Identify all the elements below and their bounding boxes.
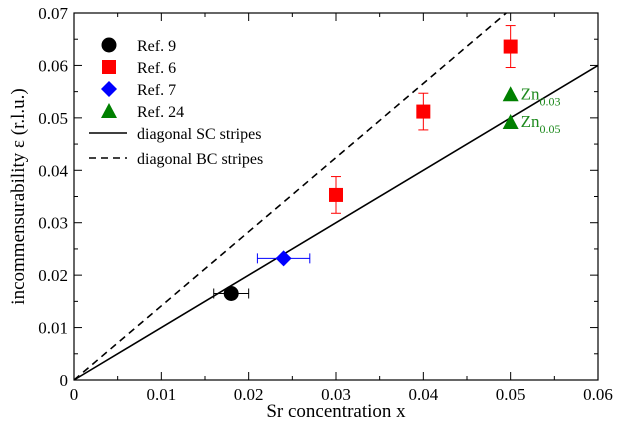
data-point bbox=[502, 86, 519, 102]
x-tick-label: 0.04 bbox=[408, 385, 438, 404]
legend-label: Ref. 9 bbox=[137, 38, 176, 55]
y-axis-label: incommensurability ε (r.l.u.) bbox=[8, 88, 29, 304]
y-tick-label: 0.05 bbox=[38, 109, 68, 128]
legend-label: Ref. 6 bbox=[137, 60, 176, 77]
data-point bbox=[329, 187, 343, 202]
y-tick-label: 0.02 bbox=[38, 266, 68, 285]
data-point bbox=[503, 39, 518, 54]
legend-marker bbox=[102, 60, 116, 74]
y-tick-label: 0 bbox=[60, 371, 69, 390]
bc-stripes-line bbox=[73, 12, 507, 381]
annotation-label: Zn0.03 bbox=[521, 84, 561, 108]
legend-label: Ref. 24 bbox=[137, 104, 184, 121]
x-tick-label: 0.01 bbox=[146, 385, 176, 404]
legend-marker bbox=[101, 103, 117, 118]
legend-label: diagonal SC stripes bbox=[137, 126, 261, 143]
x-tick-label: 0.06 bbox=[583, 385, 613, 404]
y-tick-label: 0.01 bbox=[38, 319, 68, 338]
legend-label: diagonal BC stripes bbox=[137, 151, 263, 168]
data-point bbox=[223, 285, 239, 301]
data-point bbox=[416, 104, 431, 119]
y-tick-label: 0.06 bbox=[38, 56, 68, 75]
annotation-main: Zn bbox=[521, 84, 540, 103]
legend-marker bbox=[101, 81, 117, 97]
legend: Ref. 9 Ref. 6 Ref. 7 Ref. 24 diagonal SC str… bbox=[89, 37, 263, 168]
x-tick-label: 0.02 bbox=[234, 385, 264, 404]
legend-marker bbox=[101, 37, 117, 53]
x-tick-label: 0.05 bbox=[496, 385, 526, 404]
x-tick-label: 0.03 bbox=[321, 385, 351, 404]
y-tick-label: 0.04 bbox=[38, 161, 68, 180]
annotation-label: Zn0.05 bbox=[521, 112, 561, 136]
data-points bbox=[213, 25, 519, 301]
y-tick-label: 0.07 bbox=[38, 4, 68, 23]
data-point bbox=[275, 250, 292, 267]
annotation-subscript: 0.03 bbox=[540, 94, 561, 108]
annotation-main: Zn bbox=[521, 112, 540, 131]
axis-ticks: 0 0.01 0.02 0.03 0.04 0.05 0.06 0 0.01 0.02 0.03 0.… bbox=[38, 4, 613, 404]
x-tick-label: 0 bbox=[70, 385, 79, 404]
data-point bbox=[502, 114, 519, 130]
x-axis-label: Sr concentration x bbox=[266, 401, 406, 422]
annotation-subscript: 0.05 bbox=[540, 122, 561, 136]
y-tick-label: 0.03 bbox=[38, 214, 68, 233]
legend-label: Ref. 7 bbox=[137, 82, 176, 99]
